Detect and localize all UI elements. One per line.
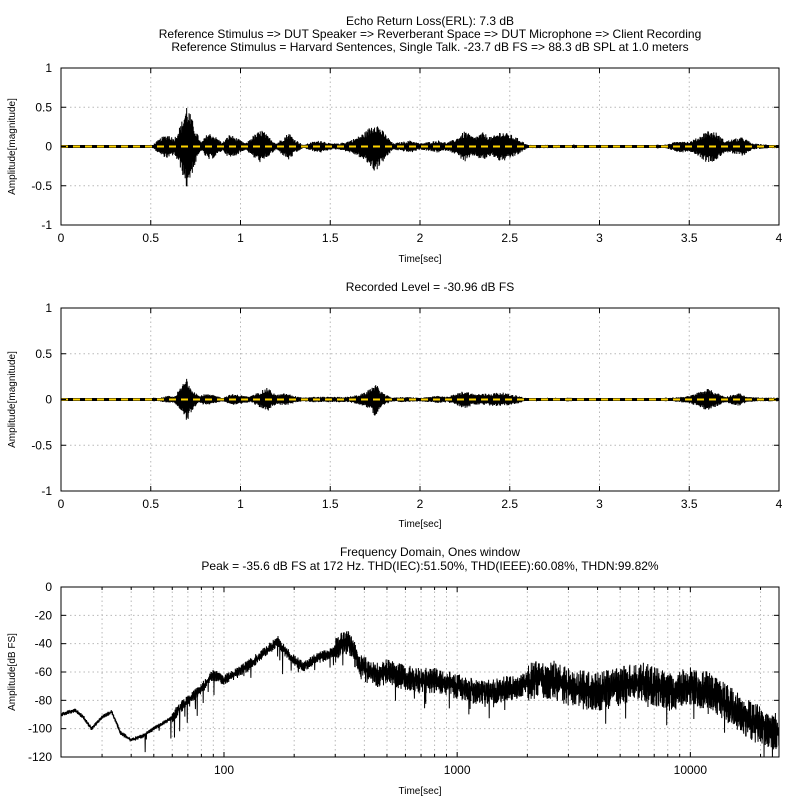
x-axis-label: Time[sec] <box>399 519 442 530</box>
x-tick-label: 3 <box>596 231 603 245</box>
y-axis-label: Amplitude[dB FS] <box>7 633 18 711</box>
x-tick-label: 0.5 <box>142 497 159 511</box>
chart-title-line: Peak = -35.6 dB FS at 172 Hz. THD(IEC):5… <box>201 559 659 573</box>
x-tick-label: 0.5 <box>142 231 159 245</box>
chart-title-line: Frequency Domain, Ones window <box>340 545 520 559</box>
y-tick-label: -1 <box>41 218 52 232</box>
x-axis-label: Time[sec] <box>399 254 442 265</box>
y-tick-label: 0 <box>45 140 52 154</box>
x-tick-label: 4 <box>776 231 783 245</box>
x-tick-label: 1 <box>237 497 244 511</box>
x-tick-label: 100 <box>214 763 234 777</box>
x-tick-label: 2 <box>417 231 424 245</box>
x-tick-label: 0 <box>58 497 65 511</box>
x-tick-label: 10000 <box>674 763 708 777</box>
y-tick-label: 1 <box>45 61 52 75</box>
x-tick-label: 1 <box>237 231 244 245</box>
x-tick-label: 2.5 <box>501 231 518 245</box>
y-tick-label: -1 <box>41 484 52 498</box>
chart-title-line: Echo Return Loss(ERL): 7.3 dB <box>346 14 514 28</box>
y-tick-label: -60 <box>35 665 53 679</box>
y-tick-label: 0.5 <box>35 347 52 361</box>
x-tick-label: 1.5 <box>322 497 339 511</box>
chart-title-line: Reference Stimulus => DUT Speaker => Rev… <box>159 27 702 41</box>
chart-title-line: Recorded Level = -30.96 dB FS <box>346 280 514 294</box>
y-tick-label: 0.5 <box>35 100 52 114</box>
x-tick-label: 0 <box>58 231 65 245</box>
x-tick-label: 2.5 <box>501 497 518 511</box>
x-tick-label: 1.5 <box>322 231 339 245</box>
y-axis-label: Amplitude[magnitude] <box>7 351 18 448</box>
spectrum-series <box>60 631 780 758</box>
x-tick-label: 4 <box>776 497 783 511</box>
x-axis-label: Time[sec] <box>399 786 442 797</box>
y-tick-label: -0.5 <box>31 179 52 193</box>
x-tick-label: 2 <box>417 497 424 511</box>
y-tick-label: 0 <box>45 580 52 594</box>
y-tick-label: -20 <box>35 608 53 622</box>
y-axis-label: Amplitude[magnitude] <box>7 98 18 195</box>
chart-title-line: Reference Stimulus = Harvard Sentences, … <box>171 40 688 54</box>
chart-panel-2: Recorded Level = -30.96 dB FS 0 0.5 1 1.5 2 2.… <box>7 280 783 530</box>
x-tick-label: 3.5 <box>681 231 698 245</box>
x-tick-label: 3.5 <box>681 497 698 511</box>
y-tick-label: -0.5 <box>31 438 52 452</box>
y-tick-label: -120 <box>28 750 52 764</box>
x-tick-label: 1000 <box>444 763 471 777</box>
y-tick-label: -80 <box>35 693 53 707</box>
y-tick-label: -40 <box>35 637 53 651</box>
x-tick-label: 3 <box>596 497 603 511</box>
y-tick-label: 1 <box>45 301 52 315</box>
y-tick-label: -100 <box>28 722 52 736</box>
y-tick-label: 0 <box>45 393 52 407</box>
